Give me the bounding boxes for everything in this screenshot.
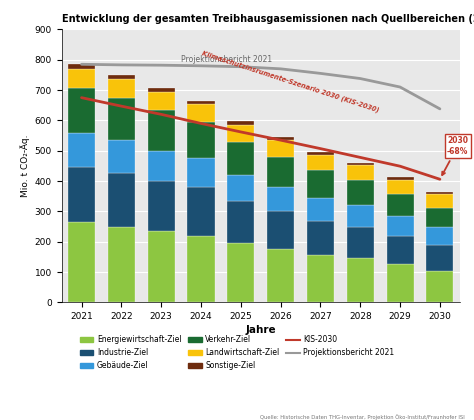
Bar bbox=[108, 226, 135, 302]
Bar bbox=[426, 192, 454, 194]
Bar bbox=[386, 216, 414, 236]
Bar bbox=[227, 121, 255, 125]
Bar bbox=[386, 179, 414, 194]
Bar bbox=[346, 258, 374, 302]
Bar bbox=[68, 69, 95, 88]
Bar bbox=[187, 104, 215, 122]
Bar bbox=[68, 168, 95, 222]
Text: Quelle: Historische Daten THG-Inventar, Projektion Öko-Institut/Fraunhofer ISI: Quelle: Historische Daten THG-Inventar, … bbox=[260, 415, 465, 420]
Bar bbox=[426, 270, 454, 302]
Bar bbox=[346, 165, 374, 181]
Bar bbox=[227, 201, 255, 243]
Text: Klimaschutzinsrumente-Szenario 2030 (KIS-2030): Klimaschutzinsrumente-Szenario 2030 (KIS… bbox=[201, 50, 380, 113]
Text: Projektionsbericht 2021: Projektionsbericht 2021 bbox=[181, 55, 272, 64]
Bar bbox=[68, 222, 95, 302]
Bar bbox=[307, 155, 334, 171]
Bar bbox=[307, 152, 334, 155]
Bar bbox=[426, 245, 454, 270]
Bar bbox=[147, 88, 175, 92]
Bar bbox=[108, 173, 135, 226]
Y-axis label: Mio. t CO₂-Äq.: Mio. t CO₂-Äq. bbox=[20, 135, 30, 197]
Bar bbox=[187, 122, 215, 158]
Text: 2030
-68%: 2030 -68% bbox=[442, 136, 468, 175]
Bar bbox=[426, 208, 454, 227]
Bar bbox=[147, 110, 175, 151]
Bar bbox=[227, 142, 255, 175]
Bar bbox=[426, 227, 454, 245]
Bar bbox=[68, 133, 95, 168]
Bar bbox=[386, 177, 414, 179]
Bar bbox=[307, 220, 334, 255]
Bar bbox=[147, 181, 175, 231]
Bar bbox=[426, 194, 454, 208]
Bar bbox=[386, 265, 414, 302]
Bar bbox=[147, 92, 175, 110]
Bar bbox=[307, 171, 334, 198]
Bar bbox=[147, 231, 175, 302]
Bar bbox=[267, 157, 294, 187]
Bar bbox=[307, 255, 334, 302]
Bar bbox=[187, 101, 215, 104]
Bar bbox=[227, 125, 255, 142]
Bar bbox=[227, 243, 255, 302]
Bar bbox=[386, 194, 414, 216]
X-axis label: Jahre: Jahre bbox=[246, 325, 276, 335]
Bar bbox=[267, 140, 294, 157]
Bar bbox=[346, 205, 374, 226]
Bar bbox=[346, 163, 374, 165]
Bar bbox=[68, 88, 95, 133]
Bar bbox=[267, 137, 294, 140]
Bar bbox=[267, 211, 294, 249]
Bar bbox=[187, 236, 215, 302]
Bar bbox=[386, 236, 414, 265]
Bar bbox=[108, 79, 135, 97]
Bar bbox=[68, 64, 95, 69]
Bar bbox=[267, 249, 294, 302]
Bar bbox=[147, 151, 175, 181]
Bar bbox=[187, 158, 215, 187]
Bar bbox=[227, 175, 255, 201]
Bar bbox=[307, 198, 334, 220]
Legend: Energiewirtschaft-Ziel, Industrie-Ziel, Gebäude-Ziel, Verkehr-Ziel, Landwirtscha: Energiewirtschaft-Ziel, Industrie-Ziel, … bbox=[76, 332, 398, 373]
Bar bbox=[267, 187, 294, 211]
Bar bbox=[108, 140, 135, 173]
Bar bbox=[346, 226, 374, 258]
Bar bbox=[108, 97, 135, 140]
Bar bbox=[346, 181, 374, 205]
Bar bbox=[108, 75, 135, 79]
Bar bbox=[187, 187, 215, 236]
Text: Entwicklung der gesamten Treibhausgasemissionen nach Quellbereichen (2021–2030): Entwicklung der gesamten Treibhausgasemi… bbox=[62, 14, 474, 24]
